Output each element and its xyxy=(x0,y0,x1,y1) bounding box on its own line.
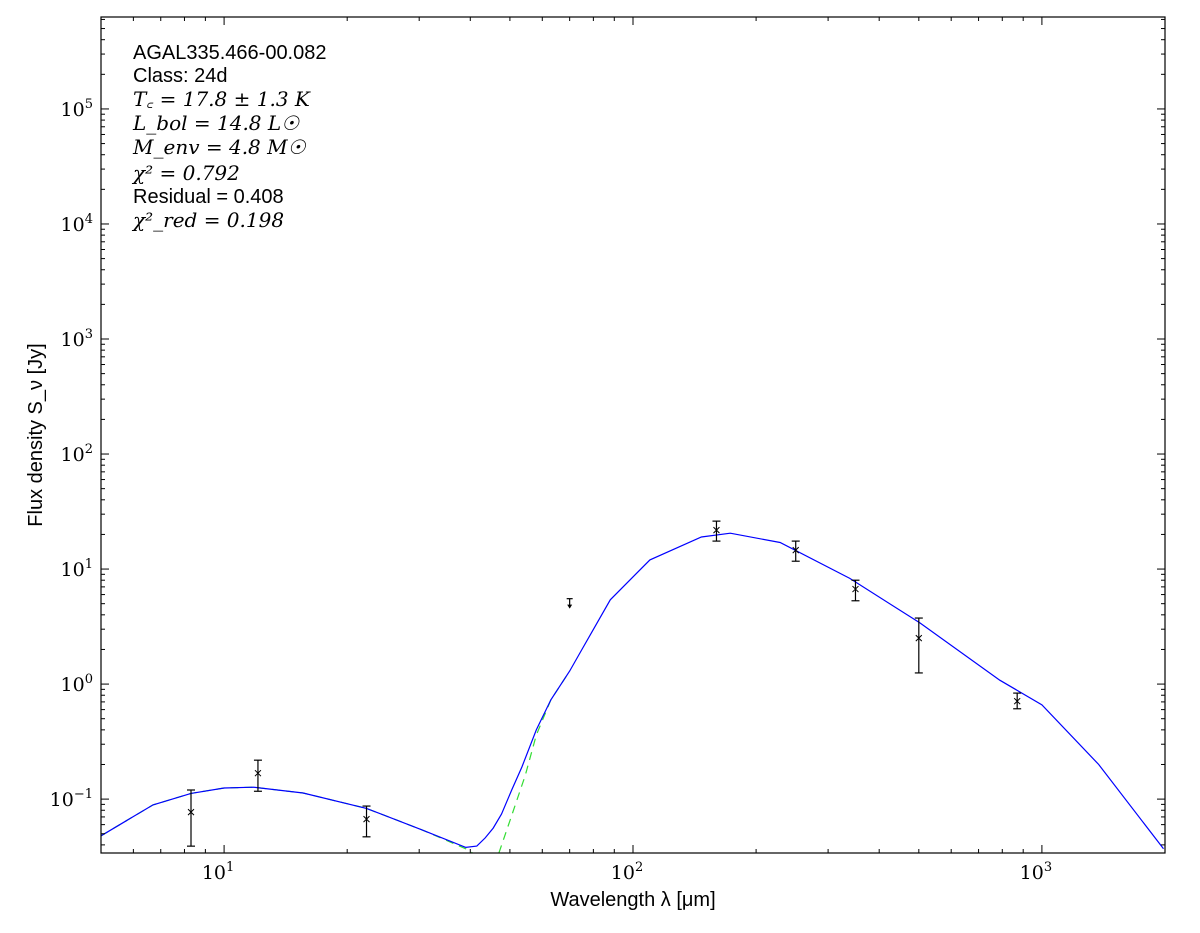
data-point xyxy=(253,759,262,792)
x-marker xyxy=(187,808,195,816)
tc-label: T꜀ = 17.8 ± 1.3 K xyxy=(133,87,311,111)
lbol-label: L_bol = 14.8 L☉ xyxy=(132,111,300,135)
greybody-component-line xyxy=(498,670,571,853)
data-point xyxy=(187,789,196,847)
y-tick-label: 101 xyxy=(61,557,93,581)
curves xyxy=(101,532,1164,853)
data-point xyxy=(851,579,860,602)
axis-ticks: 101 102 103 10−1 100 101 102 103 104 105 xyxy=(50,17,1166,884)
annotation-block: AGAL335.466-00.082 Class: 24d T꜀ = 17.8 … xyxy=(131,42,327,232)
x-axis-label: Wavelength λ [μm] xyxy=(550,889,715,911)
x-marker xyxy=(915,634,923,642)
class-label: Class: 24d xyxy=(133,65,228,87)
x-marker xyxy=(1013,697,1021,705)
x-marker xyxy=(363,815,370,823)
data-point xyxy=(712,520,721,542)
source-name: AGAL335.466-00.082 xyxy=(133,42,327,64)
x-marker xyxy=(792,546,800,554)
x-marker xyxy=(852,585,859,593)
chi2red-label: χ²_red = 0.198 xyxy=(131,208,284,232)
data-point xyxy=(362,805,371,838)
model-fit-line xyxy=(101,532,1164,850)
greybody-component-line xyxy=(101,786,473,853)
x-tick-label: 101 xyxy=(202,860,234,884)
y-axis-label: Flux density S_ν [Jy] xyxy=(25,343,47,526)
data-point xyxy=(791,540,800,562)
y-tick-label: 105 xyxy=(61,97,93,121)
menv-label: M_env = 4.8 M☉ xyxy=(132,135,307,159)
y-tick-label: 10−1 xyxy=(50,787,93,811)
x-tick-label: 103 xyxy=(1020,860,1052,884)
down-arrow-icon xyxy=(567,604,573,609)
data-points xyxy=(187,520,1022,847)
upper-limit xyxy=(566,598,573,609)
x-marker xyxy=(713,526,720,534)
data-point xyxy=(1013,692,1022,710)
y-tick-label: 103 xyxy=(61,327,93,351)
chi2-label: χ² = 0.792 xyxy=(131,161,240,185)
x-marker xyxy=(254,769,262,777)
y-tick-label: 100 xyxy=(61,672,93,696)
x-tick-label: 102 xyxy=(611,860,643,884)
y-tick-label: 104 xyxy=(61,212,93,236)
data-point xyxy=(914,617,923,674)
y-tick-label: 102 xyxy=(61,442,93,466)
residual-label: Residual = 0.408 xyxy=(133,186,284,208)
